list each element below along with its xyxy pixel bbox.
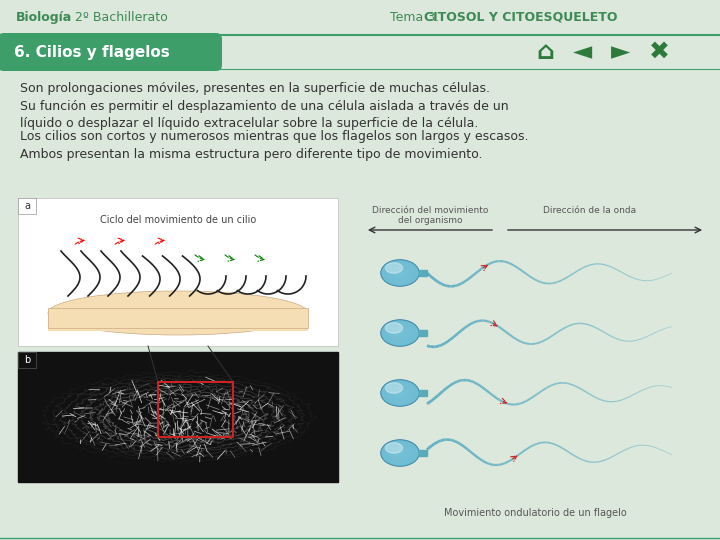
Ellipse shape <box>395 449 405 457</box>
Text: Son prolongaciones móviles, presentes en la superficie de muchas células.: Son prolongaciones móviles, presentes en… <box>20 82 490 95</box>
Bar <box>158 382 233 437</box>
Ellipse shape <box>395 269 405 276</box>
Ellipse shape <box>387 264 413 282</box>
Ellipse shape <box>392 267 408 279</box>
Ellipse shape <box>384 442 416 464</box>
Ellipse shape <box>381 380 419 406</box>
Ellipse shape <box>381 320 419 346</box>
Text: ►: ► <box>611 40 631 64</box>
Text: a: a <box>24 201 30 211</box>
Text: Los cilios son cortos y numerosos mientras que los flagelos son largos y escasos: Los cilios son cortos y numerosos mientr… <box>20 130 528 143</box>
Ellipse shape <box>381 440 419 466</box>
Ellipse shape <box>384 262 416 284</box>
Bar <box>48 313 308 331</box>
Bar <box>0 35 110 69</box>
Text: Ambos presentan la misma estructura pero diferente tipo de movimiento.: Ambos presentan la misma estructura pero… <box>20 148 482 161</box>
Ellipse shape <box>387 384 413 402</box>
Text: Tema 3.: Tema 3. <box>390 11 443 24</box>
Ellipse shape <box>384 322 416 344</box>
Ellipse shape <box>389 446 411 461</box>
Ellipse shape <box>392 387 408 399</box>
Ellipse shape <box>397 331 402 335</box>
Ellipse shape <box>385 383 402 393</box>
Text: Su función es permitir el desplazamiento de una célula aislada a través de un
lí: Su función es permitir el desplazamiento… <box>20 100 508 130</box>
Ellipse shape <box>385 443 402 453</box>
Bar <box>18 352 36 368</box>
Text: 6. Cilios y flagelos: 6. Cilios y flagelos <box>14 44 170 59</box>
Ellipse shape <box>397 391 402 395</box>
Text: Dirección de la onda: Dirección de la onda <box>544 206 636 215</box>
Text: ✖: ✖ <box>649 40 670 64</box>
Text: Dirección del movimiento: Dirección del movimiento <box>372 206 488 215</box>
Ellipse shape <box>384 382 416 404</box>
Ellipse shape <box>381 320 419 346</box>
Ellipse shape <box>385 323 402 333</box>
Text: del organismo: del organismo <box>397 216 462 225</box>
Text: b: b <box>24 355 30 365</box>
FancyBboxPatch shape <box>0 33 222 71</box>
Bar <box>0 0 720 35</box>
Ellipse shape <box>385 263 402 273</box>
Ellipse shape <box>387 323 413 342</box>
Ellipse shape <box>389 326 411 340</box>
Ellipse shape <box>397 451 402 455</box>
Ellipse shape <box>387 444 413 462</box>
Text: ⌂: ⌂ <box>536 40 554 64</box>
Bar <box>419 270 427 276</box>
Text: Movimiento ondulatorio de un flagelo: Movimiento ondulatorio de un flagelo <box>444 508 626 518</box>
Bar <box>48 308 308 328</box>
Bar <box>419 450 427 456</box>
Bar <box>18 198 338 346</box>
Text: CITOSOL Y CITOESQUELETO: CITOSOL Y CITOESQUELETO <box>424 11 618 24</box>
Ellipse shape <box>381 260 419 286</box>
Bar <box>18 198 36 214</box>
Ellipse shape <box>397 271 402 275</box>
Ellipse shape <box>395 389 405 397</box>
Ellipse shape <box>392 327 408 339</box>
Ellipse shape <box>381 440 419 466</box>
Ellipse shape <box>381 260 419 286</box>
Bar <box>419 330 427 336</box>
Ellipse shape <box>392 448 408 458</box>
Bar <box>419 390 427 396</box>
Ellipse shape <box>395 329 405 337</box>
Text: Ciclo del movimiento de un cilio: Ciclo del movimiento de un cilio <box>100 215 256 225</box>
Text: ◄: ◄ <box>573 40 593 64</box>
Ellipse shape <box>48 291 308 335</box>
Text: Biología: Biología <box>16 11 72 24</box>
Bar <box>18 352 338 482</box>
Ellipse shape <box>389 386 411 401</box>
Ellipse shape <box>389 266 411 280</box>
Ellipse shape <box>381 380 419 406</box>
Text: 2º Bachillerato: 2º Bachillerato <box>75 11 168 24</box>
